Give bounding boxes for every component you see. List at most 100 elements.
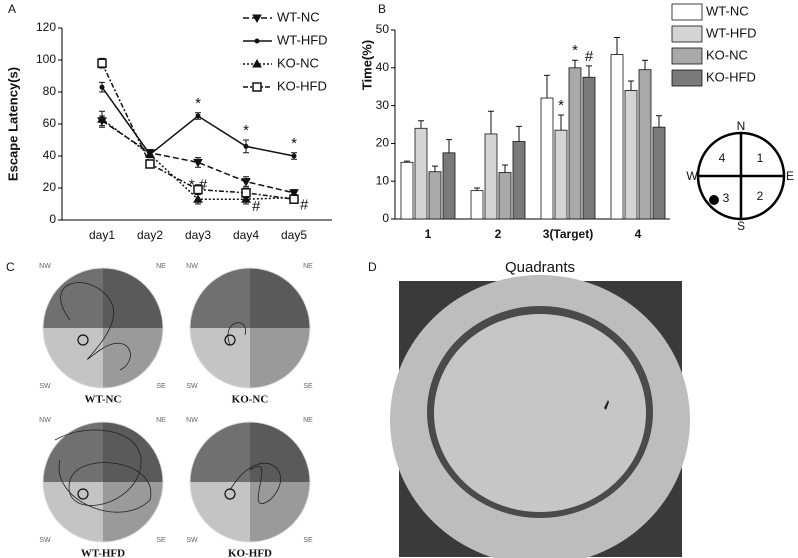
quadrant xyxy=(43,268,103,328)
platform xyxy=(77,488,89,500)
legend-label: WT-NC xyxy=(706,3,749,18)
quadrant xyxy=(250,482,310,542)
quadrant xyxy=(103,422,163,482)
error-bar xyxy=(656,115,662,128)
marker xyxy=(193,194,203,203)
direction: W xyxy=(686,169,698,183)
pool-outline xyxy=(189,421,311,543)
group-label: KO-NC xyxy=(232,394,269,406)
bar xyxy=(484,133,498,220)
bar xyxy=(638,69,652,220)
corner-label: NE xyxy=(156,417,166,424)
error-bar xyxy=(544,74,550,99)
marker xyxy=(291,153,297,159)
annotation: * xyxy=(195,95,201,112)
corner-label: NW xyxy=(186,417,198,424)
x-tick-label: 2 xyxy=(495,227,502,241)
quadrant xyxy=(43,482,103,542)
bar xyxy=(414,127,428,220)
bar xyxy=(582,76,596,220)
track-panel: NW NE SW SE KO-HFD xyxy=(186,417,313,558)
corner-label: SW xyxy=(186,537,198,544)
error-bar xyxy=(558,114,564,131)
direction: S xyxy=(737,219,745,233)
annotation: # xyxy=(585,48,594,65)
track-panel: NW NE SW SE KO-NC xyxy=(186,263,313,406)
swim-track xyxy=(227,322,246,346)
legend-label: KO-NC xyxy=(277,55,319,70)
error-bar xyxy=(418,120,424,129)
error-bar xyxy=(446,139,452,153)
quadrant xyxy=(190,482,250,542)
y-tick-label: 50 xyxy=(376,22,390,36)
legend-label: WT-HFD xyxy=(277,32,328,47)
annotation: * xyxy=(243,122,249,139)
corner-label: NE xyxy=(156,263,166,270)
x-tick-label: day1 xyxy=(89,228,115,242)
y-tick-label: 100 xyxy=(36,52,56,66)
marker xyxy=(145,149,155,158)
error-bar xyxy=(586,65,592,78)
y-tick-label: 60 xyxy=(43,116,57,130)
bar xyxy=(610,54,624,220)
error-bar xyxy=(572,59,578,68)
x-tick-label: 3(Target) xyxy=(543,227,593,241)
error-bar xyxy=(474,187,480,191)
bar xyxy=(540,97,554,220)
bar xyxy=(554,129,568,220)
marker xyxy=(243,143,249,149)
bar xyxy=(428,171,442,220)
bar xyxy=(498,172,512,220)
corner-label: NW xyxy=(39,263,51,270)
bar xyxy=(442,152,456,220)
legend-label: KO-HFD xyxy=(277,78,327,93)
corner-label: SW xyxy=(39,383,51,390)
y-tick-label: 80 xyxy=(43,84,57,98)
quadrant xyxy=(190,268,250,328)
quadrant-diagram: N E S W 1 2 3 4 xyxy=(686,119,794,233)
marker xyxy=(99,84,105,90)
y-tick-label: 20 xyxy=(376,136,390,150)
corner-label: NE xyxy=(303,417,313,424)
marker xyxy=(193,184,203,195)
marker xyxy=(145,159,155,169)
y-axis-label: Escape Latency(s) xyxy=(5,67,20,181)
x-tick-label: day4 xyxy=(233,228,259,242)
pool-outline xyxy=(42,267,164,389)
corner-label: SE xyxy=(156,537,166,544)
group-label: KO-HFD xyxy=(228,548,272,558)
quadrant-number: 4 xyxy=(719,151,726,165)
panel-label: B xyxy=(378,2,386,16)
legend-label: KO-NC xyxy=(706,47,748,62)
x-tick-label: 4 xyxy=(635,227,642,241)
track-panel: NW NE SW SE WT-HFD xyxy=(39,417,166,558)
series-line xyxy=(101,120,295,194)
corner-label: SE xyxy=(303,383,313,390)
y-tick-label: 20 xyxy=(43,180,57,194)
corner-label: SE xyxy=(156,383,166,390)
pool-outline xyxy=(42,421,164,543)
annotation: * xyxy=(558,97,564,114)
legend-swatch xyxy=(671,3,703,21)
swim-track xyxy=(60,282,131,371)
y-tick-label: 0 xyxy=(49,212,56,226)
x-tick-label: day5 xyxy=(281,228,307,242)
group-label: WT-HFD xyxy=(81,548,125,558)
track-panel: NW NE SW SE WT-NC xyxy=(39,263,166,406)
legend-marker xyxy=(252,14,262,24)
legend-swatch xyxy=(671,47,703,65)
bar xyxy=(470,190,484,220)
legend-marker xyxy=(254,38,260,44)
platform xyxy=(224,488,236,500)
y-tick-label: 120 xyxy=(36,20,56,34)
photo-title: Quadrants xyxy=(505,259,575,276)
marker xyxy=(241,178,251,187)
error-bar xyxy=(502,164,508,173)
legend-swatch xyxy=(671,25,703,43)
legend-label: KO-HFD xyxy=(706,69,756,84)
quadrant xyxy=(103,328,163,388)
y-tick-label: 40 xyxy=(43,148,57,162)
legend-swatch xyxy=(671,69,703,87)
quadrant xyxy=(103,482,163,542)
